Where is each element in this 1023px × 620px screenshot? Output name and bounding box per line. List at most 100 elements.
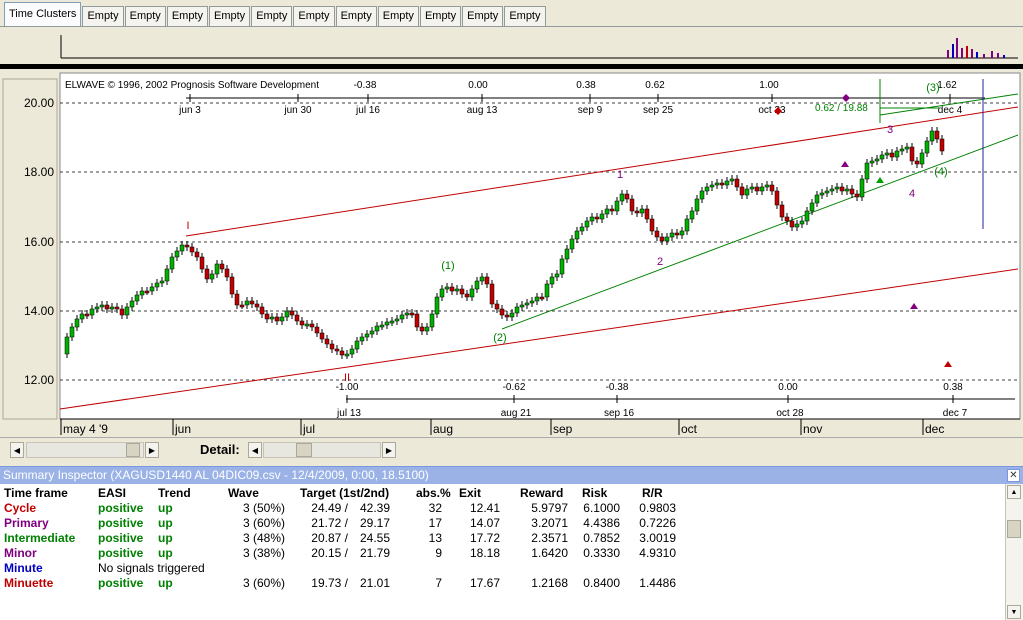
detail-scrollbar-thumb[interactable] [296,443,312,457]
candlestick [789,220,795,228]
candlestick [394,318,400,322]
tab-empty-2[interactable]: Empty [124,6,166,26]
tab-empty-11[interactable]: Empty [504,6,546,26]
candlestick [909,146,915,162]
candlestick [124,306,130,316]
month-label: nov [803,422,822,436]
candlestick [934,130,940,140]
candlestick [239,304,245,308]
cell-risk: 4.4386 [583,516,620,530]
candlestick [304,323,310,327]
candlestick [759,186,765,192]
tab-empty-4[interactable]: Empty [209,6,251,26]
detail-scrollbar-track[interactable] [263,442,381,458]
signal-marker [876,177,884,183]
candlestick [219,263,225,270]
candlestick [709,184,715,188]
candlestick [799,220,805,225]
candlestick [639,208,645,214]
candlestick [604,208,610,215]
candlestick [704,186,710,192]
summary-row-minute[interactable]: Minute No signals triggered [0,561,1005,576]
month-label: jun [174,422,191,436]
cell-t2: 21.01 [359,576,390,590]
candlestick [614,200,620,212]
candlestick [179,244,185,252]
tab-empty-6[interactable]: Empty [293,6,335,26]
cell-wave: 3 (60%) [242,576,285,590]
candlestick [659,236,665,242]
signal-marker [944,361,952,367]
scroll-left-button[interactable]: ◀ [10,442,24,458]
tab-empty-5[interactable]: Empty [251,6,293,26]
scroll-up-icon[interactable]: ▲ [1007,485,1021,499]
scroll-down-icon[interactable]: ▼ [1007,605,1021,619]
candlestick [149,286,155,292]
tab-time-clusters[interactable]: Time Clusters [4,2,82,26]
tab-empty-3[interactable]: Empty [166,6,208,26]
candlestick [154,282,160,288]
detail-left-button[interactable]: ◀ [248,442,262,458]
candlestick [739,186,745,196]
wave-label: 3 [887,124,893,136]
cell-wave: 3 (38%) [242,546,285,560]
candlestick [269,316,275,320]
price-chart[interactable]: 20.00 18.00 16.00 14.00 12.00 ELWAVE © 1996,… [0,69,1023,436]
candlestick [514,306,520,314]
candlestick [724,180,730,186]
candlestick [234,293,240,306]
summary-scrollbar[interactable]: ▲ ▼ [1005,484,1023,620]
candlestick [754,186,760,192]
cell-trend: up [158,531,173,545]
candlestick [399,314,405,320]
histogram-bar [991,51,993,58]
candlestick [564,248,570,260]
candlestick [89,308,95,316]
chart-scrollbar-thumb[interactable] [126,443,140,457]
tab-empty-9[interactable]: Empty [419,6,462,26]
summary-row-cycle[interactable]: Cycle positive up 3 (50%) 24.49 / 42.39 32 12.4… [0,501,1005,516]
detail-right-button[interactable]: ▶ [382,442,396,458]
candlestick [74,318,80,328]
tab-empty-1[interactable]: Empty [82,6,124,26]
candlestick [364,333,370,338]
candlestick [744,188,750,196]
cell-reward: 1.6420 [531,546,568,560]
summary-row-minor[interactable]: Minor positive up 3 (38%) 20.15 / 21.79 9 18.18… [0,546,1005,561]
cell-abs: 32 [428,501,442,515]
candlestick [939,138,945,152]
summary-row-minuette[interactable]: Minuette positive up 3 (60%) 19.73 / 21.01 7 17… [0,576,1005,591]
column-header: Wave [228,486,259,500]
candlestick [714,182,720,186]
cell-easi: positive [98,546,144,560]
candlestick [199,256,205,270]
tab-empty-7[interactable]: Empty [335,6,377,26]
candlestick [184,244,190,248]
wave-label: (1) [441,260,454,272]
column-header: Reward [520,486,564,500]
overview-strip[interactable] [0,26,1023,65]
scroll-right-button[interactable]: ▶ [145,442,159,458]
candlestick [824,190,830,194]
fib-ratio-label: -1.00 [336,382,359,393]
candlestick [99,304,105,308]
chart-scrollbar-track[interactable] [26,442,144,458]
candlestick [674,232,680,236]
histogram-bar [947,50,949,58]
candlestick [104,304,110,310]
tab-empty-8[interactable]: Empty [377,6,419,26]
fib-ratio-label: 0.00 [468,80,488,91]
candlestick [534,296,540,302]
tab-empty-10[interactable]: Empty [462,6,504,26]
cell-tf: Minuette [4,576,54,590]
candlestick [584,220,590,228]
candlestick [369,330,375,335]
close-icon[interactable]: ✕ [1007,469,1020,482]
cell-reward: 5.9797 [531,501,568,515]
summary-row-primary[interactable]: Primary positive up 3 (60%) 21.72 / 29.17 17 14… [0,516,1005,531]
summary-row-intermediate[interactable]: Intermediate positive up 3 (48%) 20.87 / 24.5… [0,531,1005,546]
candlestick [379,324,385,328]
candlestick [679,230,685,236]
summary-scroll-thumb[interactable] [1007,520,1021,538]
cell-abs: 13 [428,531,442,545]
